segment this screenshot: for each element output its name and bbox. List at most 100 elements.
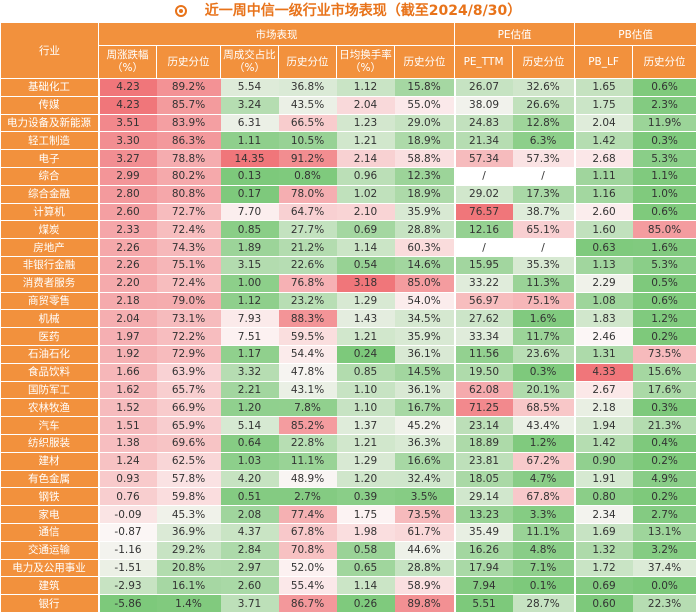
pe-ttm-pct-cell: 11.1% (513, 523, 575, 541)
industry-cell: 综合 (1, 167, 99, 185)
industry-cell: 家电 (1, 506, 99, 524)
pb-lf-pct-cell: 5.3% (633, 150, 696, 168)
turnover-share-cell: 0.13 (221, 167, 279, 185)
industry-cell: 交通运输 (1, 541, 99, 559)
daily-turnover-cell: 1.29 (337, 452, 395, 470)
turnover-share-cell: 0.64 (221, 434, 279, 452)
pb-lf-pct-cell: 1.2% (633, 310, 696, 328)
turnover-share-pct-cell: 22.6% (279, 256, 337, 274)
pb-lf-pct-cell: 1.1% (633, 167, 696, 185)
daily-turnover-pct-cell: 28.8% (395, 559, 455, 577)
pe-ttm-cell: 71.25 (455, 399, 513, 417)
pe-ttm-pct-cell: 65.1% (513, 221, 575, 239)
industry-cell: 电子 (1, 150, 99, 168)
pb-lf-cell: 1.94 (575, 417, 633, 435)
daily-turnover-cell: 0.58 (337, 541, 395, 559)
industry-cell: 有色金属 (1, 470, 99, 488)
pe-ttm-pct-cell: 7.1% (513, 559, 575, 577)
header-pe: PE估值 (455, 23, 575, 46)
pb-lf-pct-cell: 0.3% (633, 132, 696, 150)
pe-ttm-cell: 21.34 (455, 132, 513, 150)
pe-ttm-cell: 17.94 (455, 559, 513, 577)
weekly-change-cell: 2.18 (99, 292, 157, 310)
pb-lf-pct-cell: 13.1% (633, 523, 696, 541)
industry-cell: 轻工制造 (1, 132, 99, 150)
daily-turnover-pct-cell: 12.3% (395, 167, 455, 185)
daily-turnover-cell: 0.96 (337, 167, 395, 185)
pb-lf-pct-cell: 1.0% (633, 185, 696, 203)
daily-turnover-pct-cell: 29.0% (395, 114, 455, 132)
turnover-share-cell: 1.11 (221, 132, 279, 150)
weekly-change-cell: -2.93 (99, 577, 157, 595)
industry-cell: 建筑 (1, 577, 99, 595)
pb-lf-cell: 2.67 (575, 381, 633, 399)
daily-turnover-pct-cell: 34.5% (395, 310, 455, 328)
turnover-share-pct-cell: 88.3% (279, 310, 337, 328)
weekly-change-cell: 2.26 (99, 239, 157, 257)
weekly-change-cell: -1.16 (99, 541, 157, 559)
turnover-share-pct-cell: 23.2% (279, 292, 337, 310)
pe-ttm-pct-cell: 0.3% (513, 363, 575, 381)
pb-lf-cell: 1.91 (575, 470, 633, 488)
daily-turnover-pct-cell: 18.9% (395, 132, 455, 150)
industry-cell: 汽车 (1, 417, 99, 435)
daily-turnover-pct-cell: 44.6% (395, 541, 455, 559)
industry-cell: 银行 (1, 595, 99, 613)
daily-turnover-cell: 1.14 (337, 577, 395, 595)
pe-ttm-pct-cell: 11.7% (513, 328, 575, 346)
pe-ttm-cell: 13.23 (455, 506, 513, 524)
pb-lf-pct-cell: 4.9% (633, 470, 696, 488)
pe-ttm-cell: 5.51 (455, 595, 513, 613)
pb-lf-pct-cell: 15.6% (633, 363, 696, 381)
weekly-change-cell: 4.23 (99, 79, 157, 97)
daily-turnover-pct-cell: 45.2% (395, 417, 455, 435)
turnover-share-pct-cell: 48.9% (279, 470, 337, 488)
header-daily-turnover: 日均换手率（%） (337, 46, 395, 79)
daily-turnover-cell: 2.10 (337, 203, 395, 221)
pb-lf-pct-cell: 0.3% (633, 399, 696, 417)
pb-lf-cell: 2.34 (575, 506, 633, 524)
weekly-change-cell: 2.26 (99, 256, 157, 274)
pe-ttm-pct-cell: 26.6% (513, 96, 575, 114)
turnover-share-cell: 2.08 (221, 506, 279, 524)
turnover-share-cell: 2.97 (221, 559, 279, 577)
weekly-change-cell: 0.93 (99, 470, 157, 488)
industry-cell: 电力及公用事业 (1, 559, 99, 577)
turnover-share-pct-cell: 78.0% (279, 185, 337, 203)
daily-turnover-cell: 0.26 (337, 595, 395, 613)
industry-cell: 计算机 (1, 203, 99, 221)
weekly-change-pct-cell: 65.9% (157, 417, 221, 435)
pe-ttm-pct-cell: 11.3% (513, 274, 575, 292)
weekly-change-pct-cell: 20.8% (157, 559, 221, 577)
pb-lf-cell: 2.46 (575, 328, 633, 346)
pe-ttm-pct-cell: 67.2% (513, 452, 575, 470)
industry-cell: 商贸零售 (1, 292, 99, 310)
weekly-change-cell: 3.51 (99, 114, 157, 132)
weekly-change-pct-cell: 85.7% (157, 96, 221, 114)
turnover-share-pct-cell: 54.4% (279, 345, 337, 363)
page-title: 近一周中信一级行业市场表现（截至2024/8/30） (0, 0, 696, 22)
pe-ttm-cell: 35.49 (455, 523, 513, 541)
pb-lf-cell: 2.18 (575, 399, 633, 417)
industry-cell: 传媒 (1, 96, 99, 114)
industry-cell: 纺织服装 (1, 434, 99, 452)
header-pe-ttm: PE_TTM (455, 46, 513, 79)
daily-turnover-cell: 2.14 (337, 150, 395, 168)
turnover-share-cell: 2.21 (221, 381, 279, 399)
daily-turnover-pct-cell: 58.9% (395, 577, 455, 595)
weekly-change-pct-cell: 65.7% (157, 381, 221, 399)
weekly-change-pct-cell: 80.8% (157, 185, 221, 203)
pe-ttm-pct-cell: 57.3% (513, 150, 575, 168)
daily-turnover-pct-cell: 18.9% (395, 185, 455, 203)
turnover-share-cell: 1.12 (221, 292, 279, 310)
pb-lf-pct-cell: 85.0% (633, 221, 696, 239)
weekly-change-pct-cell: 1.4% (157, 595, 221, 613)
turnover-share-cell: 0.51 (221, 488, 279, 506)
